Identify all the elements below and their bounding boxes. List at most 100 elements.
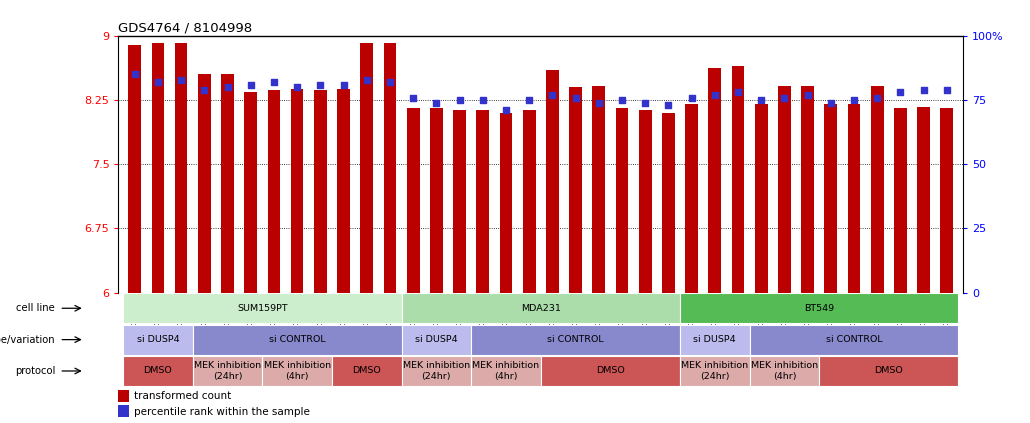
Bar xyxy=(918,107,930,293)
Point xyxy=(892,89,908,96)
Point xyxy=(521,97,538,104)
Text: DMSO: DMSO xyxy=(596,366,625,376)
Text: si DUSP4: si DUSP4 xyxy=(415,335,457,344)
Bar xyxy=(755,104,767,293)
Point xyxy=(916,86,932,93)
Text: protocol: protocol xyxy=(14,366,56,376)
Text: si CONTROL: si CONTROL xyxy=(826,335,883,344)
Point xyxy=(288,84,305,91)
Bar xyxy=(824,104,837,293)
Point xyxy=(544,92,560,99)
Text: MEK inhibition
(24hr): MEK inhibition (24hr) xyxy=(403,361,470,381)
Text: si DUSP4: si DUSP4 xyxy=(693,335,736,344)
Bar xyxy=(570,87,582,293)
Text: SUM159PT: SUM159PT xyxy=(237,304,287,313)
Bar xyxy=(337,89,350,293)
Point xyxy=(707,92,723,99)
Bar xyxy=(360,43,373,293)
Point xyxy=(590,99,607,106)
Bar xyxy=(848,104,860,293)
Bar xyxy=(680,293,958,323)
Bar xyxy=(471,324,680,354)
Bar xyxy=(680,324,750,354)
Bar xyxy=(314,90,327,293)
Point xyxy=(149,79,166,85)
Point xyxy=(614,97,630,104)
Text: si DUSP4: si DUSP4 xyxy=(137,335,179,344)
Point xyxy=(312,81,329,88)
Bar xyxy=(430,108,443,293)
Bar xyxy=(402,324,471,354)
Text: cell line: cell line xyxy=(16,303,56,313)
Bar xyxy=(407,108,419,293)
Bar xyxy=(662,113,675,293)
Text: genotype/variation: genotype/variation xyxy=(0,335,56,345)
Bar xyxy=(402,356,471,386)
Point xyxy=(382,79,399,85)
Bar xyxy=(541,356,680,386)
Point xyxy=(173,76,190,83)
Bar xyxy=(476,110,489,293)
Text: si CONTROL: si CONTROL xyxy=(269,335,325,344)
Text: MEK inhibition
(24hr): MEK inhibition (24hr) xyxy=(194,361,261,381)
Bar xyxy=(268,90,280,293)
Bar xyxy=(731,66,745,293)
Point xyxy=(846,97,862,104)
Bar xyxy=(685,104,698,293)
Text: MEK inhibition
(4hr): MEK inhibition (4hr) xyxy=(473,361,540,381)
Text: DMSO: DMSO xyxy=(143,366,172,376)
Point xyxy=(451,97,468,104)
Point xyxy=(475,97,491,104)
Bar xyxy=(709,69,721,293)
Bar xyxy=(616,108,628,293)
Point xyxy=(683,94,699,101)
Point xyxy=(823,99,839,106)
Bar xyxy=(523,110,536,293)
Text: GDS4764 / 8104998: GDS4764 / 8104998 xyxy=(118,22,252,35)
Bar xyxy=(193,324,402,354)
Point xyxy=(242,81,259,88)
Point xyxy=(637,99,653,106)
Bar xyxy=(244,91,258,293)
Bar xyxy=(870,85,884,293)
Point xyxy=(219,84,236,91)
Text: MEK inhibition
(4hr): MEK inhibition (4hr) xyxy=(264,361,331,381)
Point xyxy=(405,94,421,101)
Text: DMSO: DMSO xyxy=(874,366,903,376)
Bar xyxy=(193,356,263,386)
Bar xyxy=(221,74,234,293)
Bar xyxy=(639,110,652,293)
Point xyxy=(729,89,746,96)
Bar xyxy=(546,70,558,293)
Bar xyxy=(198,74,211,293)
Bar xyxy=(118,390,129,402)
Text: BT549: BT549 xyxy=(804,304,834,313)
Point xyxy=(799,92,816,99)
Point xyxy=(358,76,375,83)
Bar xyxy=(383,43,397,293)
Bar xyxy=(402,293,680,323)
Text: MEK inhibition
(4hr): MEK inhibition (4hr) xyxy=(751,361,818,381)
Point xyxy=(938,86,955,93)
Bar xyxy=(263,356,332,386)
Point xyxy=(869,94,886,101)
Bar xyxy=(940,108,953,293)
Text: MEK inhibition
(24hr): MEK inhibition (24hr) xyxy=(681,361,749,381)
Bar xyxy=(453,110,466,293)
Bar xyxy=(894,108,906,293)
Bar xyxy=(332,356,402,386)
Bar xyxy=(819,356,958,386)
Point xyxy=(497,107,514,114)
Text: MDA231: MDA231 xyxy=(521,304,560,313)
Bar xyxy=(778,85,791,293)
Point xyxy=(196,86,212,93)
Text: transformed count: transformed count xyxy=(134,391,231,401)
Bar xyxy=(124,324,193,354)
Point xyxy=(428,99,445,106)
Point xyxy=(336,81,352,88)
Bar xyxy=(750,356,819,386)
Bar xyxy=(151,43,164,293)
Bar xyxy=(500,113,512,293)
Bar xyxy=(592,85,606,293)
Point xyxy=(753,97,769,104)
